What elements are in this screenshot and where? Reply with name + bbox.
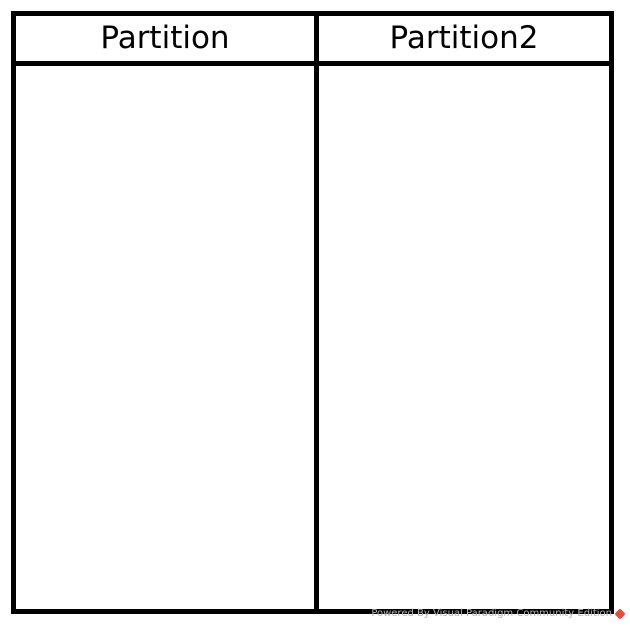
watermark: Powered By Visual Paradigm Community Edi… (371, 607, 626, 620)
visual-paradigm-logo-icon (614, 607, 626, 620)
partition-header-2[interactable]: Partition2 (389, 20, 539, 56)
partition-divider (314, 16, 319, 609)
swimlane-diagram[interactable]: Partition Partition2 (11, 11, 614, 614)
header-divider (16, 61, 609, 66)
watermark-text: Powered By Visual Paradigm Community Edi… (371, 608, 612, 619)
partition-header-1[interactable]: Partition (100, 20, 230, 56)
partition-body-1[interactable] (16, 66, 314, 609)
partition-body-2[interactable] (319, 66, 609, 609)
